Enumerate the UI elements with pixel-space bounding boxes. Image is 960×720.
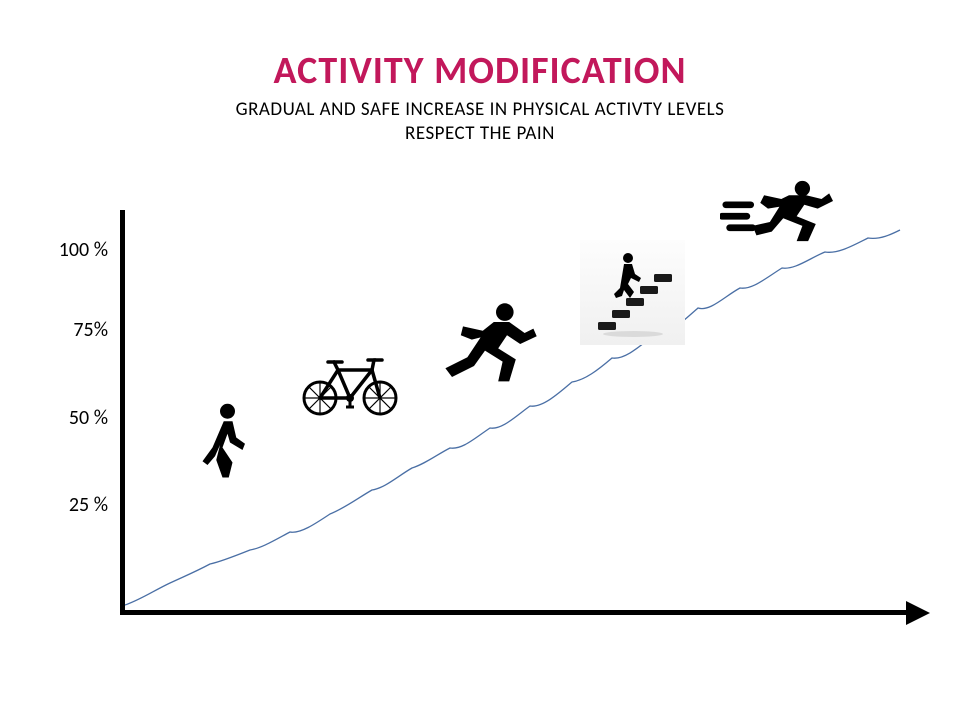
y-axis (120, 210, 125, 615)
x-axis (120, 610, 910, 615)
x-axis-arrow (906, 601, 930, 625)
subtitle-line2: RESPECT THE PAIN (0, 122, 960, 145)
stairs-panel (580, 240, 685, 345)
y-label-75: 75% (40, 318, 108, 342)
bicycle-icon (300, 352, 400, 421)
page-title: ACTIVITY MODIFICATION (0, 48, 960, 94)
y-label-100: 100 % (40, 238, 108, 262)
y-label-50: 50 % (40, 406, 108, 430)
walking-icon (185, 400, 265, 485)
y-label-25: 25 % (40, 493, 108, 517)
stairs-icon (588, 248, 678, 338)
sprinting-icon (720, 178, 835, 250)
running-icon (430, 300, 540, 393)
subtitle-line1: GRADUAL AND SAFE INCREASE IN PHYSICAL AC… (0, 98, 960, 121)
